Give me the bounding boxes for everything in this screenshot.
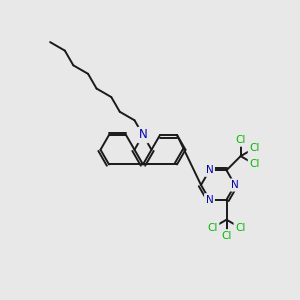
Text: N: N [231, 180, 239, 190]
Text: Cl: Cl [249, 143, 260, 153]
Text: Cl: Cl [249, 159, 260, 169]
Text: Cl: Cl [236, 135, 246, 145]
Text: Cl: Cl [235, 223, 245, 233]
Text: Cl: Cl [221, 231, 232, 241]
Text: N: N [139, 128, 147, 142]
Text: N: N [206, 165, 213, 175]
Text: N: N [206, 195, 213, 205]
Text: Cl: Cl [208, 223, 218, 233]
